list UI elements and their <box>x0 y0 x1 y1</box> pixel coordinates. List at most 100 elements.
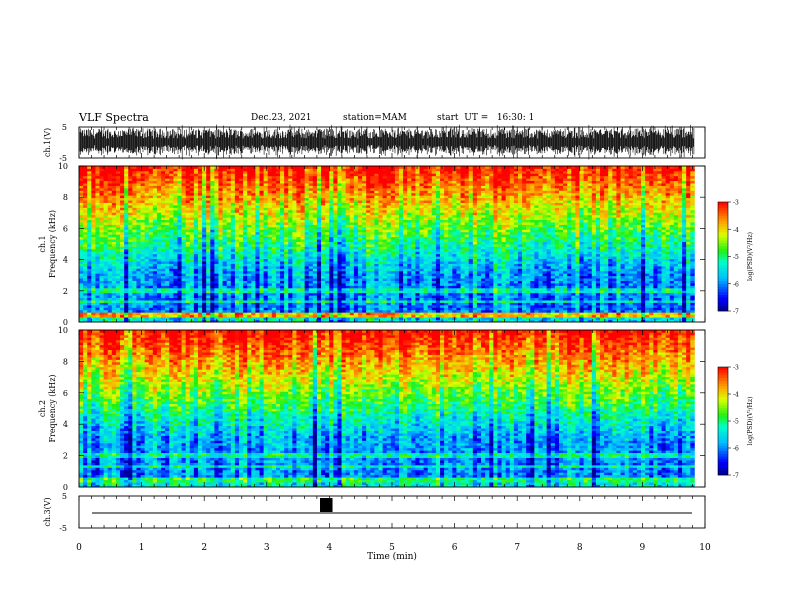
spec1-cell <box>378 265 383 269</box>
spec1-cell <box>632 285 638 289</box>
spec1-cell <box>288 258 293 262</box>
spec1-cell <box>321 309 326 313</box>
spec1-cell <box>526 319 531 323</box>
spec1-cell <box>657 314 662 318</box>
spec1-cell <box>497 270 502 274</box>
spec1-cell <box>353 270 359 274</box>
spec1-cell <box>353 265 359 269</box>
spec1-cell <box>604 251 609 255</box>
spec1-cell <box>210 244 215 247</box>
spec1-cell <box>632 317 638 320</box>
spec1-cell <box>636 268 642 272</box>
spec1-cell <box>296 297 301 301</box>
spec1-cell <box>120 302 125 306</box>
spec1-cell <box>464 278 470 281</box>
spec1-cell <box>275 280 281 284</box>
spec1-cell <box>300 248 306 252</box>
spec1-cell <box>591 317 597 320</box>
spec1-cell <box>95 244 100 247</box>
spec1-cell <box>411 295 416 299</box>
spec1-cell <box>222 285 228 289</box>
spec1-cell <box>673 314 679 318</box>
spec1-cell <box>124 251 129 255</box>
spec1-cell <box>177 309 182 313</box>
spec1-cell <box>165 248 170 252</box>
spec1-cell <box>99 258 105 262</box>
spec1-cell <box>612 253 617 257</box>
spec1-cell <box>103 246 109 250</box>
spec1-cell <box>591 246 597 250</box>
spec1-cell <box>583 244 589 247</box>
spec1-cell <box>427 261 433 264</box>
spec1-cell <box>661 258 667 262</box>
spec1-cell <box>308 246 314 250</box>
spec1-cell <box>226 258 232 262</box>
spec1-cell <box>177 280 182 284</box>
spec1-cell <box>366 256 371 260</box>
spec1-cell <box>316 278 322 281</box>
spec1-cell <box>411 263 416 267</box>
spec1-cell <box>567 280 572 284</box>
spec1-cell <box>567 265 572 269</box>
spec1-cell <box>583 278 589 281</box>
spec1-cell <box>152 297 158 301</box>
spec1-cell <box>206 312 211 316</box>
spec1-cell <box>690 244 695 247</box>
spec1-cell <box>440 268 445 272</box>
spec1-cell <box>686 261 691 264</box>
spec1-cell <box>468 251 474 255</box>
spec1-cell <box>255 275 260 279</box>
spec1-cell <box>353 251 359 255</box>
spec1-cell <box>587 319 593 323</box>
spec1-cell <box>370 309 375 313</box>
spec1-cell <box>152 273 158 277</box>
spec1-cell <box>673 248 679 252</box>
spec1-cell <box>427 295 433 299</box>
spec1-cell <box>608 280 613 284</box>
spec1-cell <box>558 246 564 250</box>
spec1-cell <box>558 251 564 255</box>
spec1-cell <box>579 261 584 264</box>
spec1-cell <box>550 253 556 257</box>
spec1-cell <box>472 263 478 267</box>
spec1-cell <box>124 275 129 279</box>
spec1-cell <box>558 280 564 284</box>
spec1-cell <box>115 241 121 245</box>
spec1-cell <box>189 273 195 277</box>
spec1-cell <box>353 302 359 306</box>
spec1-cell <box>526 258 531 262</box>
spec1-cell <box>604 270 609 274</box>
spec1-cell <box>263 263 269 267</box>
spec1-cell <box>111 253 117 257</box>
spec1-cell <box>321 256 326 260</box>
spec1-cell <box>197 251 203 255</box>
spec1-cell <box>251 302 256 306</box>
spec1-cell <box>267 244 273 247</box>
spec1-cell <box>485 261 490 264</box>
spec1-cell <box>575 304 580 308</box>
spec1-cell <box>554 292 560 296</box>
spec1-cell <box>83 256 88 260</box>
spec1-cell <box>522 275 527 279</box>
spec1-cell <box>517 295 523 299</box>
spec1-cell <box>148 278 154 281</box>
spec1-cell <box>641 280 646 284</box>
spec1-cell <box>382 287 388 291</box>
spec1-cell <box>177 302 182 306</box>
spec1-cell <box>284 256 289 260</box>
spec1-cell <box>427 297 433 301</box>
spec1-cell <box>657 253 662 257</box>
spec1-cell <box>509 314 515 318</box>
spec1-cell <box>349 297 355 301</box>
spec1-cell <box>251 244 256 247</box>
spec1-cell <box>357 309 363 313</box>
spec1-cell <box>177 304 182 308</box>
spec1-cell <box>124 278 129 281</box>
spec1-cell <box>435 285 441 289</box>
spec1-cell <box>448 300 453 303</box>
spec1-cell <box>571 317 576 320</box>
spec1-cell <box>653 290 658 294</box>
spec1-cell <box>542 314 548 318</box>
spec1-cell <box>554 268 560 272</box>
spec1-cell <box>657 287 662 291</box>
